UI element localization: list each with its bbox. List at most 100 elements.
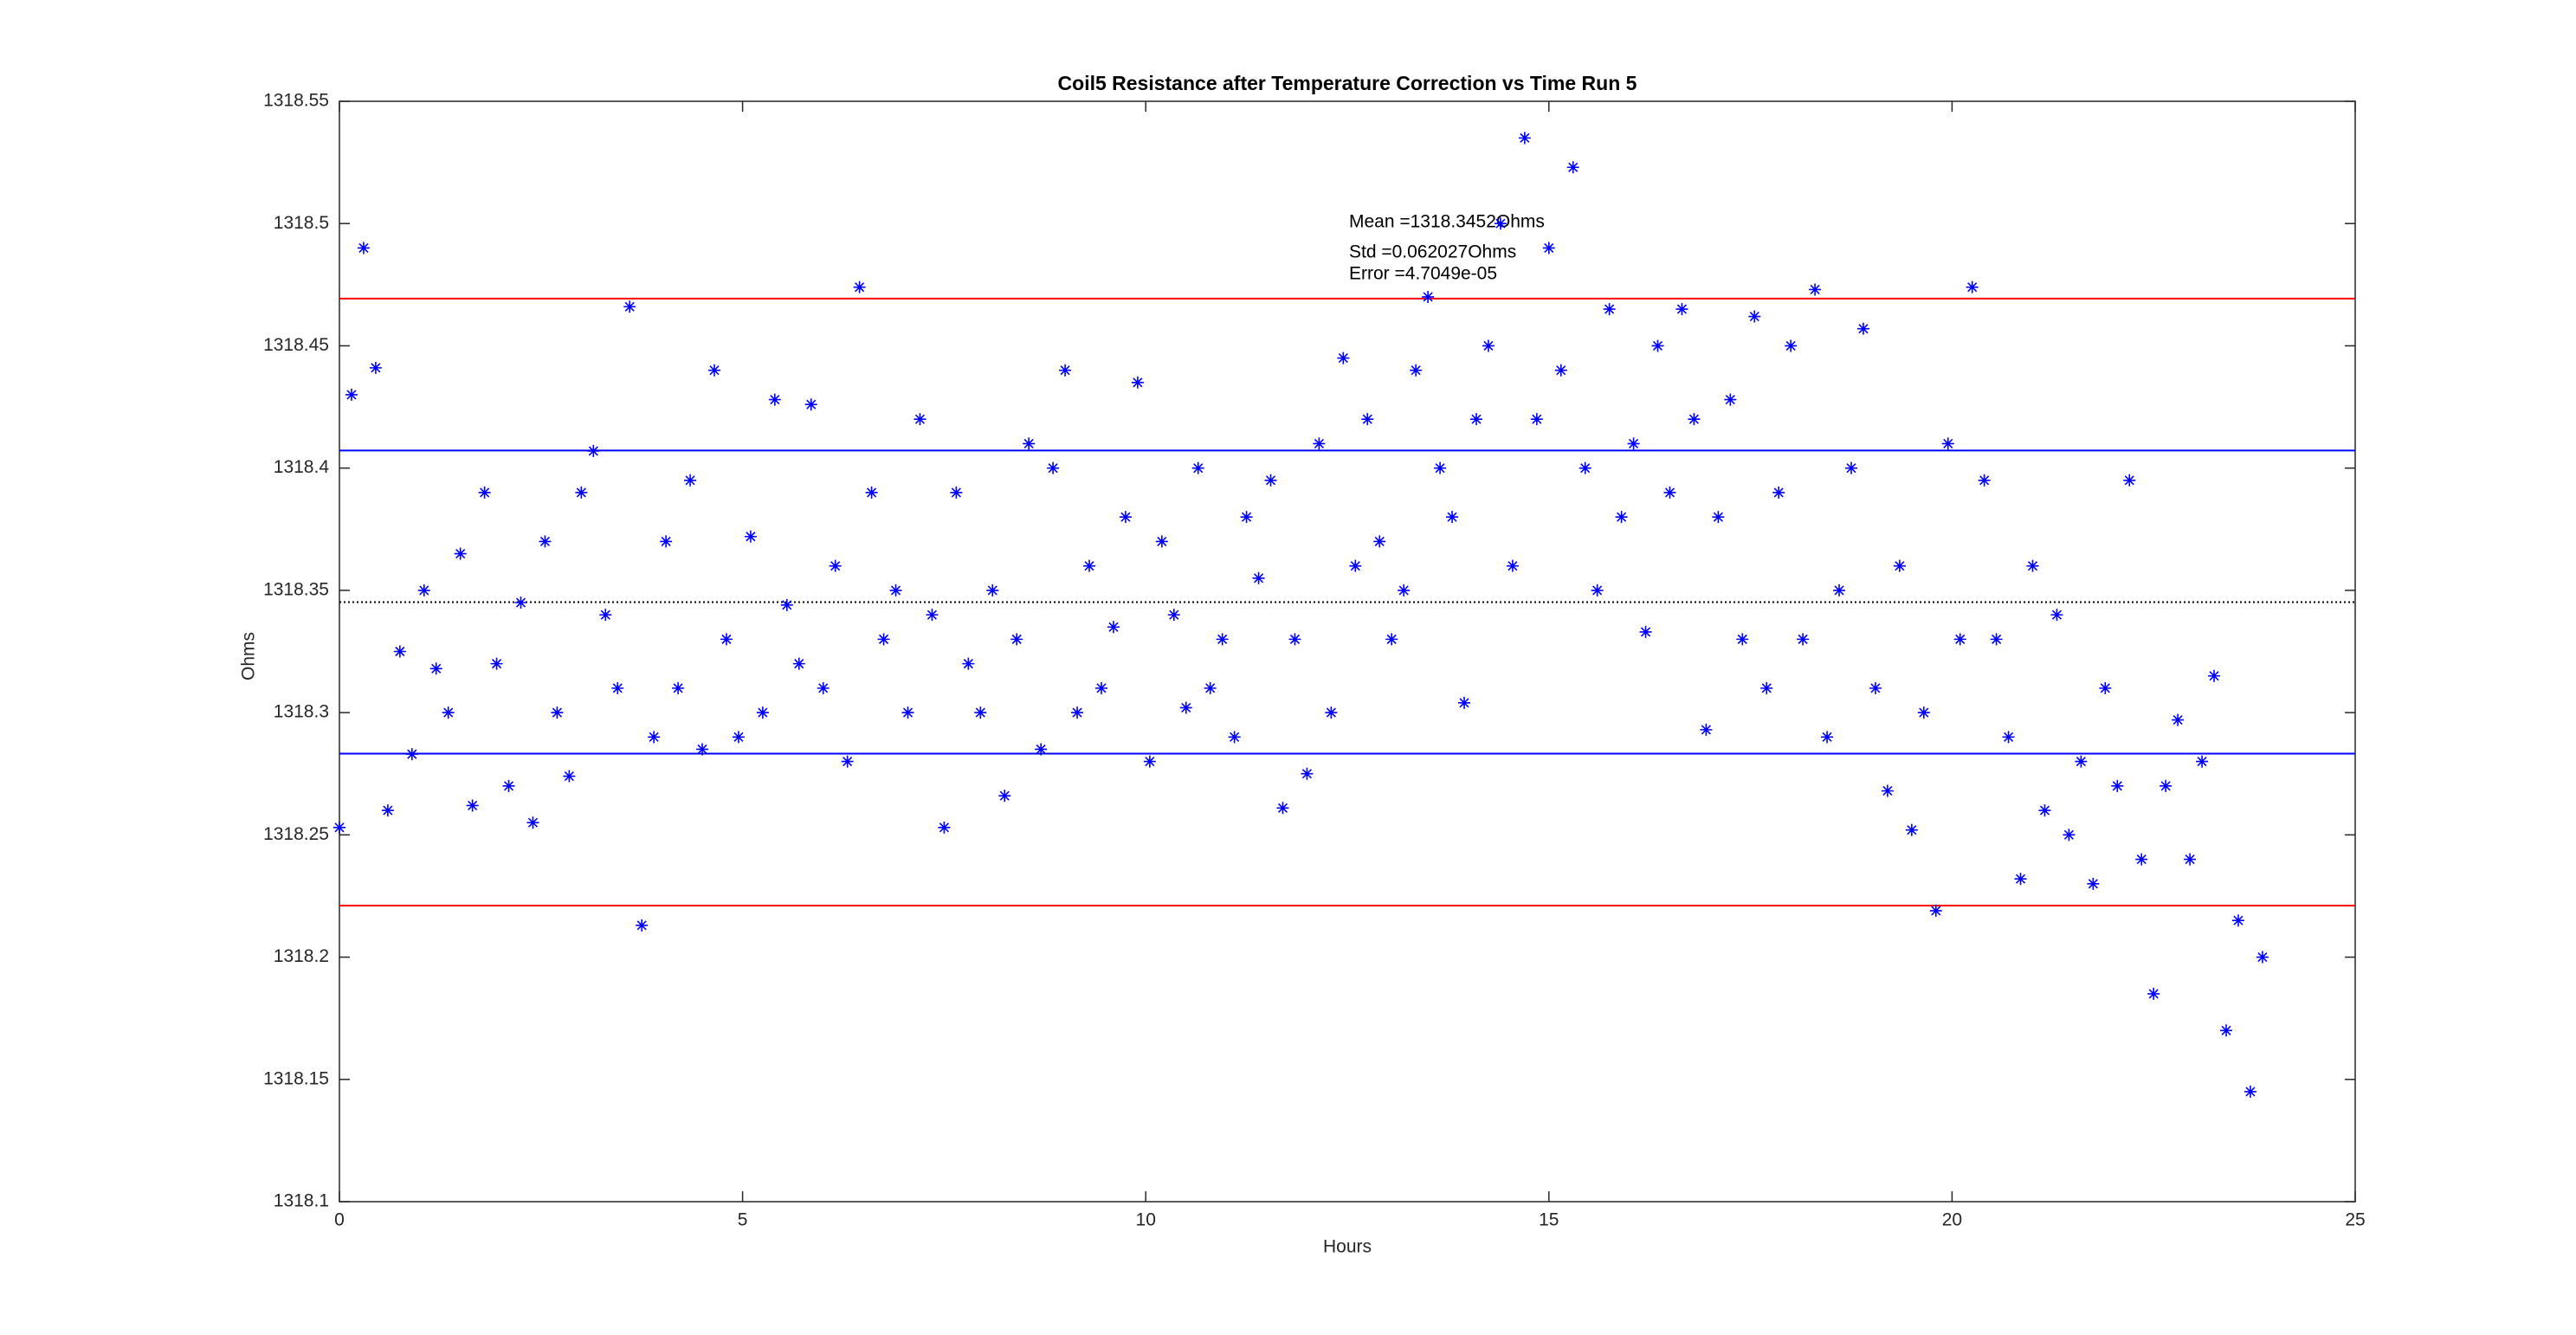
- data-point: [950, 486, 963, 499]
- data-point: [1240, 511, 1253, 524]
- data-point: [2111, 779, 2124, 792]
- data-point: [1071, 706, 1084, 719]
- data-point: [2220, 1024, 2233, 1037]
- x-axis-label: Hours: [1323, 1237, 1372, 1257]
- data-point: [442, 706, 455, 719]
- data-point: [914, 413, 926, 426]
- y-tick-label: 1318.25: [263, 824, 329, 844]
- data-point: [1023, 437, 1036, 450]
- data-point: [381, 804, 394, 817]
- data-point: [1856, 322, 1869, 335]
- data-point: [1905, 823, 1918, 836]
- data-point: [1047, 461, 1060, 474]
- data-point: [1700, 723, 1713, 736]
- data-point: [1398, 584, 1411, 597]
- data-point: [1518, 132, 1531, 145]
- data-point: [672, 681, 685, 694]
- annotation: Mean =1318.3452Ohms: [1349, 212, 1545, 232]
- data-point: [1554, 364, 1567, 377]
- y-tick-label: 1318.1: [274, 1191, 329, 1211]
- data-point: [1941, 437, 1954, 450]
- data-point: [2135, 853, 2148, 866]
- data-point: [1675, 303, 1688, 316]
- data-point: [1688, 413, 1701, 426]
- data-point: [1627, 437, 1640, 450]
- data-point: [684, 474, 697, 487]
- data-point: [696, 743, 709, 756]
- data-point: [490, 657, 503, 670]
- annotation: Std =0.062027Ohms: [1349, 242, 1516, 262]
- data-point: [1917, 706, 1930, 719]
- data-point: [393, 645, 406, 658]
- data-point: [817, 681, 830, 694]
- data-point: [1446, 511, 1459, 524]
- data-point: [1191, 461, 1204, 474]
- data-point: [575, 486, 588, 499]
- data-point: [708, 364, 721, 377]
- data-point: [2184, 853, 2197, 866]
- data-point: [648, 731, 661, 744]
- data-point: [1083, 559, 1096, 572]
- data-point: [1785, 339, 1798, 352]
- x-tick-label: 5: [738, 1210, 748, 1230]
- data-point: [756, 706, 769, 719]
- data-point: [2002, 731, 2015, 744]
- data-point: [1252, 571, 1265, 584]
- y-tick-label: 1318.45: [263, 335, 329, 355]
- data-point: [1422, 290, 1435, 303]
- data-point: [587, 444, 600, 457]
- data-point: [2038, 804, 2051, 817]
- data-point: [2087, 877, 2100, 890]
- data-point: [1216, 633, 1229, 646]
- data-point: [877, 633, 890, 646]
- data-point: [1349, 559, 1362, 572]
- chart-title: Coil5 Resistance after Temperature Corre…: [1058, 72, 1637, 94]
- data-point: [454, 547, 467, 560]
- plot-frame: [339, 100, 2356, 1203]
- data-point: [1978, 474, 1991, 487]
- data-point: [938, 821, 951, 834]
- data-point: [1385, 633, 1398, 646]
- data-point: [1494, 217, 1507, 230]
- data-point: [502, 779, 515, 792]
- data-point: [2231, 914, 2244, 927]
- data-point: [1301, 767, 1314, 780]
- data-point: [1869, 681, 1882, 694]
- data-point: [333, 821, 345, 834]
- data-point: [1288, 633, 1301, 646]
- data-point: [1748, 310, 1761, 323]
- data-point: [1966, 281, 1979, 293]
- y-tick-label: 1318.55: [263, 91, 329, 111]
- data-point: [1845, 461, 1857, 474]
- data-point: [841, 755, 854, 768]
- data-point: [2026, 559, 2039, 572]
- data-point: [1094, 681, 1107, 694]
- data-point: [1712, 511, 1725, 524]
- data-point: [539, 535, 552, 548]
- data-point: [1482, 339, 1495, 352]
- data-point: [1313, 437, 1326, 450]
- data-point: [720, 633, 733, 646]
- data-point: [1542, 242, 1555, 255]
- data-point: [768, 393, 781, 406]
- data-point: [2014, 873, 2027, 886]
- data-point: [732, 731, 745, 744]
- data-point: [345, 388, 358, 401]
- data-point: [1276, 802, 1289, 815]
- data-point: [889, 584, 902, 597]
- y-tick-label: 1318.3: [274, 702, 329, 722]
- annotation: Error =4.7049e-05: [1349, 264, 1497, 284]
- data-point: [1797, 633, 1810, 646]
- data-point: [1772, 486, 1785, 499]
- x-tick-label: 15: [1539, 1210, 1559, 1230]
- y-tick-label: 1318.4: [274, 457, 330, 477]
- data-point: [2147, 987, 2160, 1000]
- y-tick-label: 1318.35: [263, 579, 329, 599]
- data-point: [1651, 339, 1664, 352]
- data-point: [1361, 413, 1374, 426]
- x-tick-label: 0: [334, 1210, 345, 1230]
- data-point: [1179, 701, 1192, 714]
- data-point: [1736, 633, 1749, 646]
- data-point: [792, 657, 805, 670]
